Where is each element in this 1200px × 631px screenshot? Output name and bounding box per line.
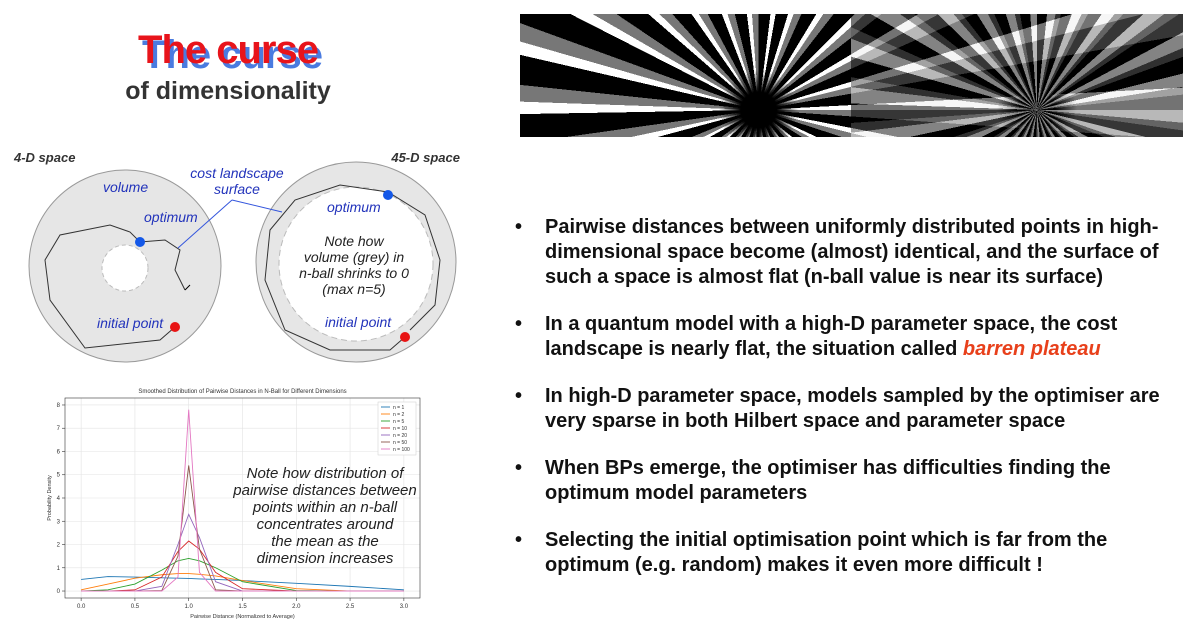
annotation: the mean as the [271,533,379,550]
x-axis-label: Pairwise Distance (Normalized to Average… [190,614,295,620]
path [264,184,441,351]
annotation: dimension increases [257,550,394,567]
chart-title: Smoothed Distribution of Pairwise Distan… [138,389,346,395]
bullet-text: Pairwise distances between uniformly dis… [545,216,1159,288]
y-tick-label: 7 [57,426,61,432]
optimum [135,237,145,247]
bullet-text: Selecting the initial optimisation point… [545,529,1108,576]
label: cost landscape [190,165,284,181]
x-tick-label: 1.0 [185,604,194,610]
annotation: Note how distribution of [247,465,406,482]
initial [170,322,180,332]
pointer [231,199,283,213]
y-tick-label: 3 [57,519,61,525]
bullet: When BPs emerge, the optimiser has diffi… [515,456,1185,506]
label: 4-D space [13,150,75,165]
label: surface [214,181,260,197]
bullet: In high-D parameter space, models sample… [515,384,1185,434]
optimum [383,190,393,200]
series-line [81,409,404,592]
y-tick-label: 8 [57,403,61,409]
x-tick-label: 2.5 [346,604,355,610]
diagram: 4-D space 45-D space volume cost landsca… [13,150,460,363]
label: 45-D space [390,150,460,165]
note: volume (grey) in [304,249,405,265]
legend-label: n = 5 [393,419,404,425]
bullet: Selecting the initial optimisation point… [515,528,1185,578]
x-tick-label: 1.5 [238,604,247,610]
x-tick-label: 0.0 [77,604,86,610]
x-tick-label: 0.5 [131,604,140,610]
label: optimum [327,199,381,215]
annotation: concentrates around [257,516,394,533]
y-tick-label: 0 [57,589,61,595]
highlight: barren plateau [962,338,1101,360]
bullet-list: Pairwise distances between uniformly dis… [515,215,1185,600]
legend-label: n = 2 [393,412,404,418]
label: volume [103,179,148,195]
annotation: points within an n-ball [252,499,398,516]
hole [101,244,149,292]
bullet-text: When BPs emerge, the optimiser has diffi… [545,457,1111,504]
x-tick-label: 2.0 [292,604,301,610]
pointer [177,199,233,249]
y-tick-label: 1 [57,566,61,572]
plot-frame [64,397,421,599]
path [44,224,186,349]
spiral-image-overlay [851,14,1183,137]
label: optimum [144,209,198,225]
legend-label: n = 100 [393,447,410,453]
series-line [81,573,404,592]
legend-box [377,401,417,456]
note: Note how [324,233,384,249]
arrow [184,284,191,291]
title: The curse [138,28,319,72]
series-line [81,576,404,591]
note: n-ball shrinks to 0 [299,265,409,281]
bullet-text: In high-D parameter space, models sample… [545,385,1160,432]
legend-label: n = 10 [393,426,407,432]
y-tick-label: 6 [57,449,61,455]
bullet: In a quantum model with a high-D paramet… [515,312,1185,362]
legend-label: n = 50 [393,440,407,446]
initial [400,332,410,342]
bullet: Pairwise distances between uniformly dis… [515,215,1185,290]
chart: Smoothed Distribution of Pairwise Distan… [47,389,421,620]
y-axis-label: Probability Density [47,475,53,521]
label: initial point [325,314,392,330]
annotation: pairwise distances between [232,482,416,499]
bullet-text: In a quantum model with a high-D paramet… [545,313,1118,360]
legend-label: n = 1 [393,405,404,411]
subtitle: of dimensionality [125,77,331,105]
note: (max n=5) [322,281,385,297]
y-tick-label: 2 [57,543,61,549]
x-tick-label: 3.0 [400,604,409,610]
y-tick-label: 5 [57,473,61,479]
y-tick-label: 4 [57,496,61,502]
label: initial point [97,315,164,331]
legend-label: n = 20 [393,433,407,439]
